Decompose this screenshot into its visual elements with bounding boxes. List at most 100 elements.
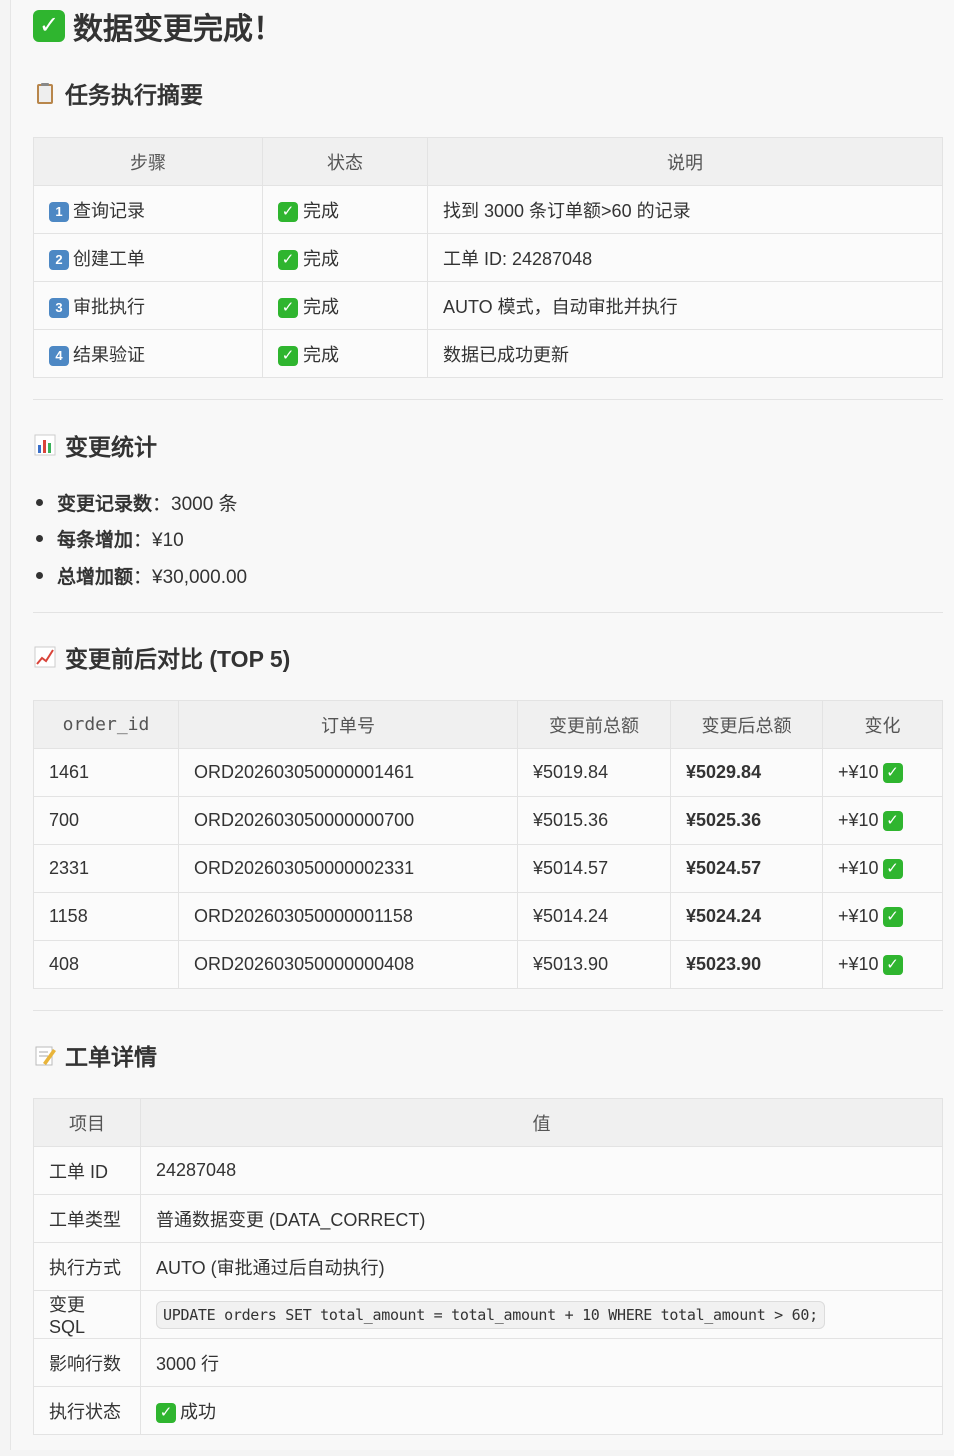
- after-cell: ¥5025.36: [670, 796, 823, 845]
- desc-cell: AUTO 模式，自动审批并执行: [427, 281, 943, 330]
- status-label: 完成: [303, 296, 340, 317]
- page-title: ✓ 数据变更完成！: [33, 4, 283, 48]
- table-row: 工单类型 普通数据变更 (DATA_CORRECT): [33, 1194, 943, 1243]
- order-id-cell: 2331: [33, 844, 179, 893]
- desc-cell: 工单 ID: 24287048: [427, 233, 943, 282]
- header-value: 值: [140, 1098, 943, 1147]
- before-cell: ¥5015.36: [517, 796, 671, 845]
- cell-text: ¥5013.90: [533, 954, 609, 974]
- summary-table: 步骤 状态 说明 1 查询记录 ✓ 完成 找到 3000 条订单额>60 的记录 2 创建工…: [33, 137, 943, 378]
- cell-text: +¥10: [838, 905, 879, 926]
- step-label: 审批执行: [73, 296, 145, 317]
- desc-cell: 找到 3000 条订单额>60 的记录: [427, 185, 943, 234]
- stat-label: 变更记录数: [57, 493, 153, 515]
- order-id-cell: 700: [33, 796, 179, 845]
- divider: [33, 1010, 943, 1011]
- keycap-3-icon: 3: [49, 297, 69, 318]
- header-after: 变更后总额: [670, 700, 823, 749]
- list-item: 变更记录数 ：3000 条: [33, 484, 247, 521]
- item-cell: 变更 SQL: [33, 1290, 141, 1339]
- table-row: 2331 ORD202603050000002331 ¥5014.57 ¥5024.5…: [33, 844, 943, 893]
- before-cell: ¥5013.90: [517, 940, 671, 989]
- stats-heading: 变更统计: [33, 428, 157, 462]
- cell-text: ¥5014.57: [533, 858, 609, 878]
- check-icon: ✓: [156, 1402, 176, 1423]
- table-row: 408 ORD202603050000000408 ¥5013.90 ¥5023.90…: [33, 940, 943, 989]
- table-header: 项目值: [33, 1098, 943, 1147]
- title-text: 数据变更完成！: [73, 13, 283, 46]
- keycap-4-icon: 4: [49, 345, 69, 366]
- chart-increasing-icon: [34, 646, 56, 668]
- list-item: 总增加额 ：¥30,000.00: [33, 557, 247, 594]
- cell-text: +¥10: [838, 953, 879, 974]
- cell-text: +¥10: [838, 809, 879, 830]
- table-row: 1461 ORD202603050000001461 ¥5019.84 ¥5029.8…: [33, 748, 943, 797]
- cell-text: 2331: [49, 858, 90, 878]
- after-cell: ¥5029.84: [670, 748, 823, 797]
- ticket-heading: 工单详情: [33, 1038, 157, 1072]
- value-cell: 24287048: [140, 1146, 943, 1195]
- divider: [33, 612, 943, 613]
- header-item: 项目: [33, 1098, 141, 1147]
- cell-text: ¥5023.90: [686, 954, 762, 974]
- status-label: 完成: [303, 344, 340, 365]
- cell-text: ¥5024.57: [686, 858, 762, 878]
- stats-heading-text: 变更统计: [65, 434, 157, 460]
- table-row: 3 审批执行 ✓ 完成 AUTO 模式，自动审批并执行: [33, 281, 943, 330]
- compare-heading: 变更前后对比 (TOP 5): [33, 640, 290, 674]
- keycap-2-icon: 2: [49, 249, 69, 270]
- table-row: 2 创建工单 ✓ 完成 工单 ID: 24287048: [33, 233, 943, 282]
- status-label: 完成: [303, 248, 340, 269]
- change-cell: +¥10 ✓: [822, 892, 943, 941]
- ticket-heading-text: 工单详情: [65, 1044, 157, 1070]
- header-step: 步骤: [33, 137, 263, 186]
- header-status: 状态: [262, 137, 428, 186]
- after-cell: ¥5024.24: [670, 892, 823, 941]
- step-label: 结果验证: [73, 344, 145, 365]
- value-text: 3000 行: [156, 1353, 220, 1374]
- cell-text: ORD202603050000001461: [194, 762, 415, 782]
- order-id-cell: 408: [33, 940, 179, 989]
- after-cell: ¥5023.90: [670, 940, 823, 989]
- compare-heading-text: 变更前后对比 (TOP 5): [65, 646, 291, 672]
- table-row: 4 结果验证 ✓ 完成 数据已成功更新: [33, 329, 943, 378]
- value-cell: 普通数据变更 (DATA_CORRECT): [140, 1194, 943, 1243]
- stat-value: ：¥30,000.00: [133, 566, 248, 588]
- check-icon: ✓: [278, 201, 298, 222]
- value-text: 24287048: [156, 1160, 237, 1180]
- cell-text: +¥10: [838, 761, 879, 782]
- change-cell: +¥10 ✓: [822, 844, 943, 893]
- check-icon: ✓: [278, 345, 298, 366]
- cell-text: ORD202603050000000700: [194, 810, 415, 830]
- value-cell: UPDATE orders SET total_amount = total_a…: [140, 1290, 943, 1339]
- table-row: 1 查询记录 ✓ 完成 找到 3000 条订单额>60 的记录: [33, 185, 943, 234]
- stat-value: ：¥10: [133, 530, 184, 552]
- cell-text: ¥5015.36: [533, 810, 609, 830]
- bar-chart-icon: [34, 434, 56, 456]
- stat-label: 总增加额: [57, 566, 134, 588]
- cell-text: ORD202603050000001158: [194, 906, 413, 926]
- keycap-1-icon: 1: [49, 201, 69, 222]
- order-id-cell: 1158: [33, 892, 179, 941]
- item-cell: 执行方式: [33, 1242, 141, 1291]
- cell-text: ¥5019.84: [533, 762, 609, 782]
- table-row: 工单 ID 24287048: [33, 1146, 943, 1195]
- divider: [33, 399, 943, 400]
- header-desc: 说明: [427, 137, 943, 186]
- check-icon: ✓: [882, 955, 903, 976]
- before-cell: ¥5019.84: [517, 748, 671, 797]
- summary-heading: 任务执行摘要: [33, 76, 203, 110]
- order-no-cell: ORD202603050000001158: [178, 892, 518, 941]
- check-icon: ✓: [882, 907, 903, 928]
- cell-text: ORD202603050000002331: [194, 858, 415, 878]
- cell-text: 1461: [49, 762, 90, 782]
- table-header: 步骤 状态 说明: [33, 137, 943, 186]
- header-order-no: 订单号: [178, 700, 518, 749]
- table-row: 影响行数 3000 行: [33, 1338, 943, 1387]
- summary-heading-text: 任务执行摘要: [65, 82, 203, 108]
- order-no-cell: ORD202603050000000700: [178, 796, 518, 845]
- cell-text: ¥5025.36: [686, 810, 762, 830]
- stat-label: 每条增加: [57, 530, 134, 552]
- step-label: 创建工单: [73, 248, 145, 269]
- step-label: 查询记录: [73, 200, 145, 221]
